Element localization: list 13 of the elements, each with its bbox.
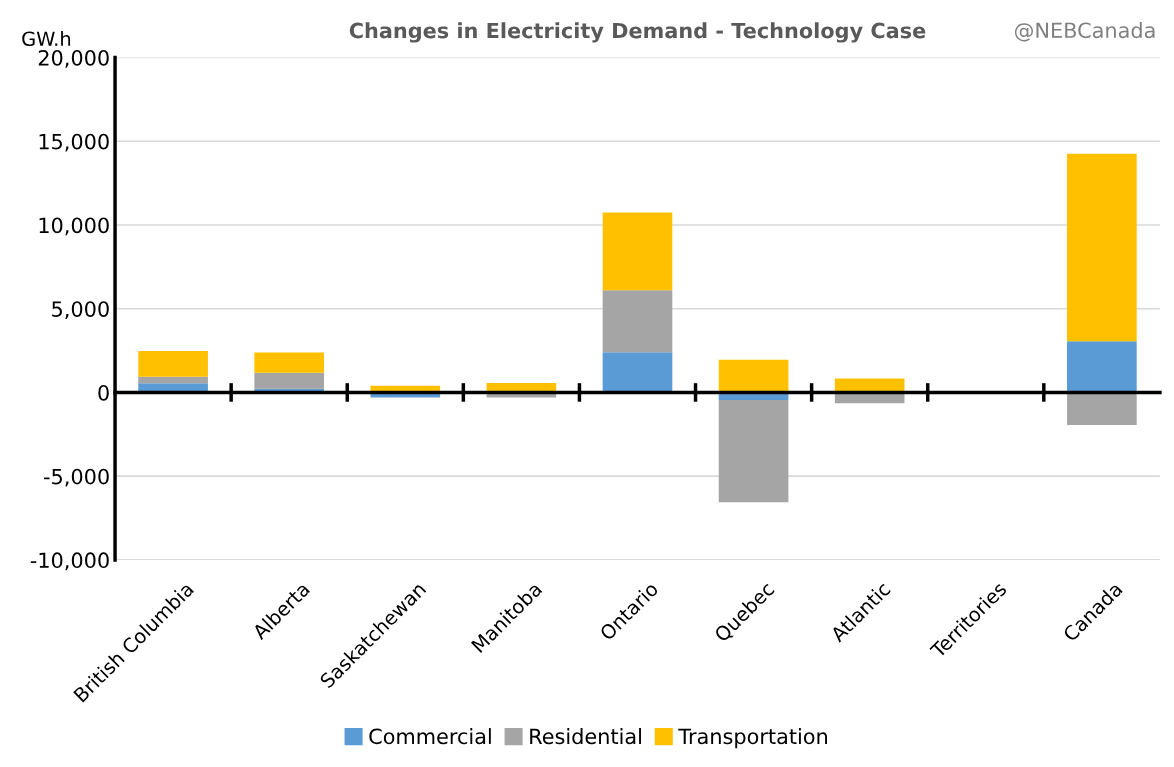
legend-label: Commercial <box>369 728 491 745</box>
y-tick-label: 20,000 <box>38 49 109 68</box>
y-axis-title: GW.h <box>22 31 71 47</box>
y-tick-label: 5,000 <box>52 301 109 320</box>
legend-label: Residential <box>530 728 641 745</box>
y-tick-label: -5,000 <box>44 468 109 487</box>
text: @NEBCanada <box>1014 22 1155 42</box>
y-tick-label: 15,000 <box>39 133 109 152</box>
y-tick-label: 0 <box>98 384 109 401</box>
y-tick-label: -10,000 <box>30 552 109 571</box>
chart-title: Changes in Electricity Demand - Technology Case <box>349 22 926 43</box>
y-tick-label: 10,000 <box>39 217 109 236</box>
legend-label: Transportation <box>678 728 827 749</box>
